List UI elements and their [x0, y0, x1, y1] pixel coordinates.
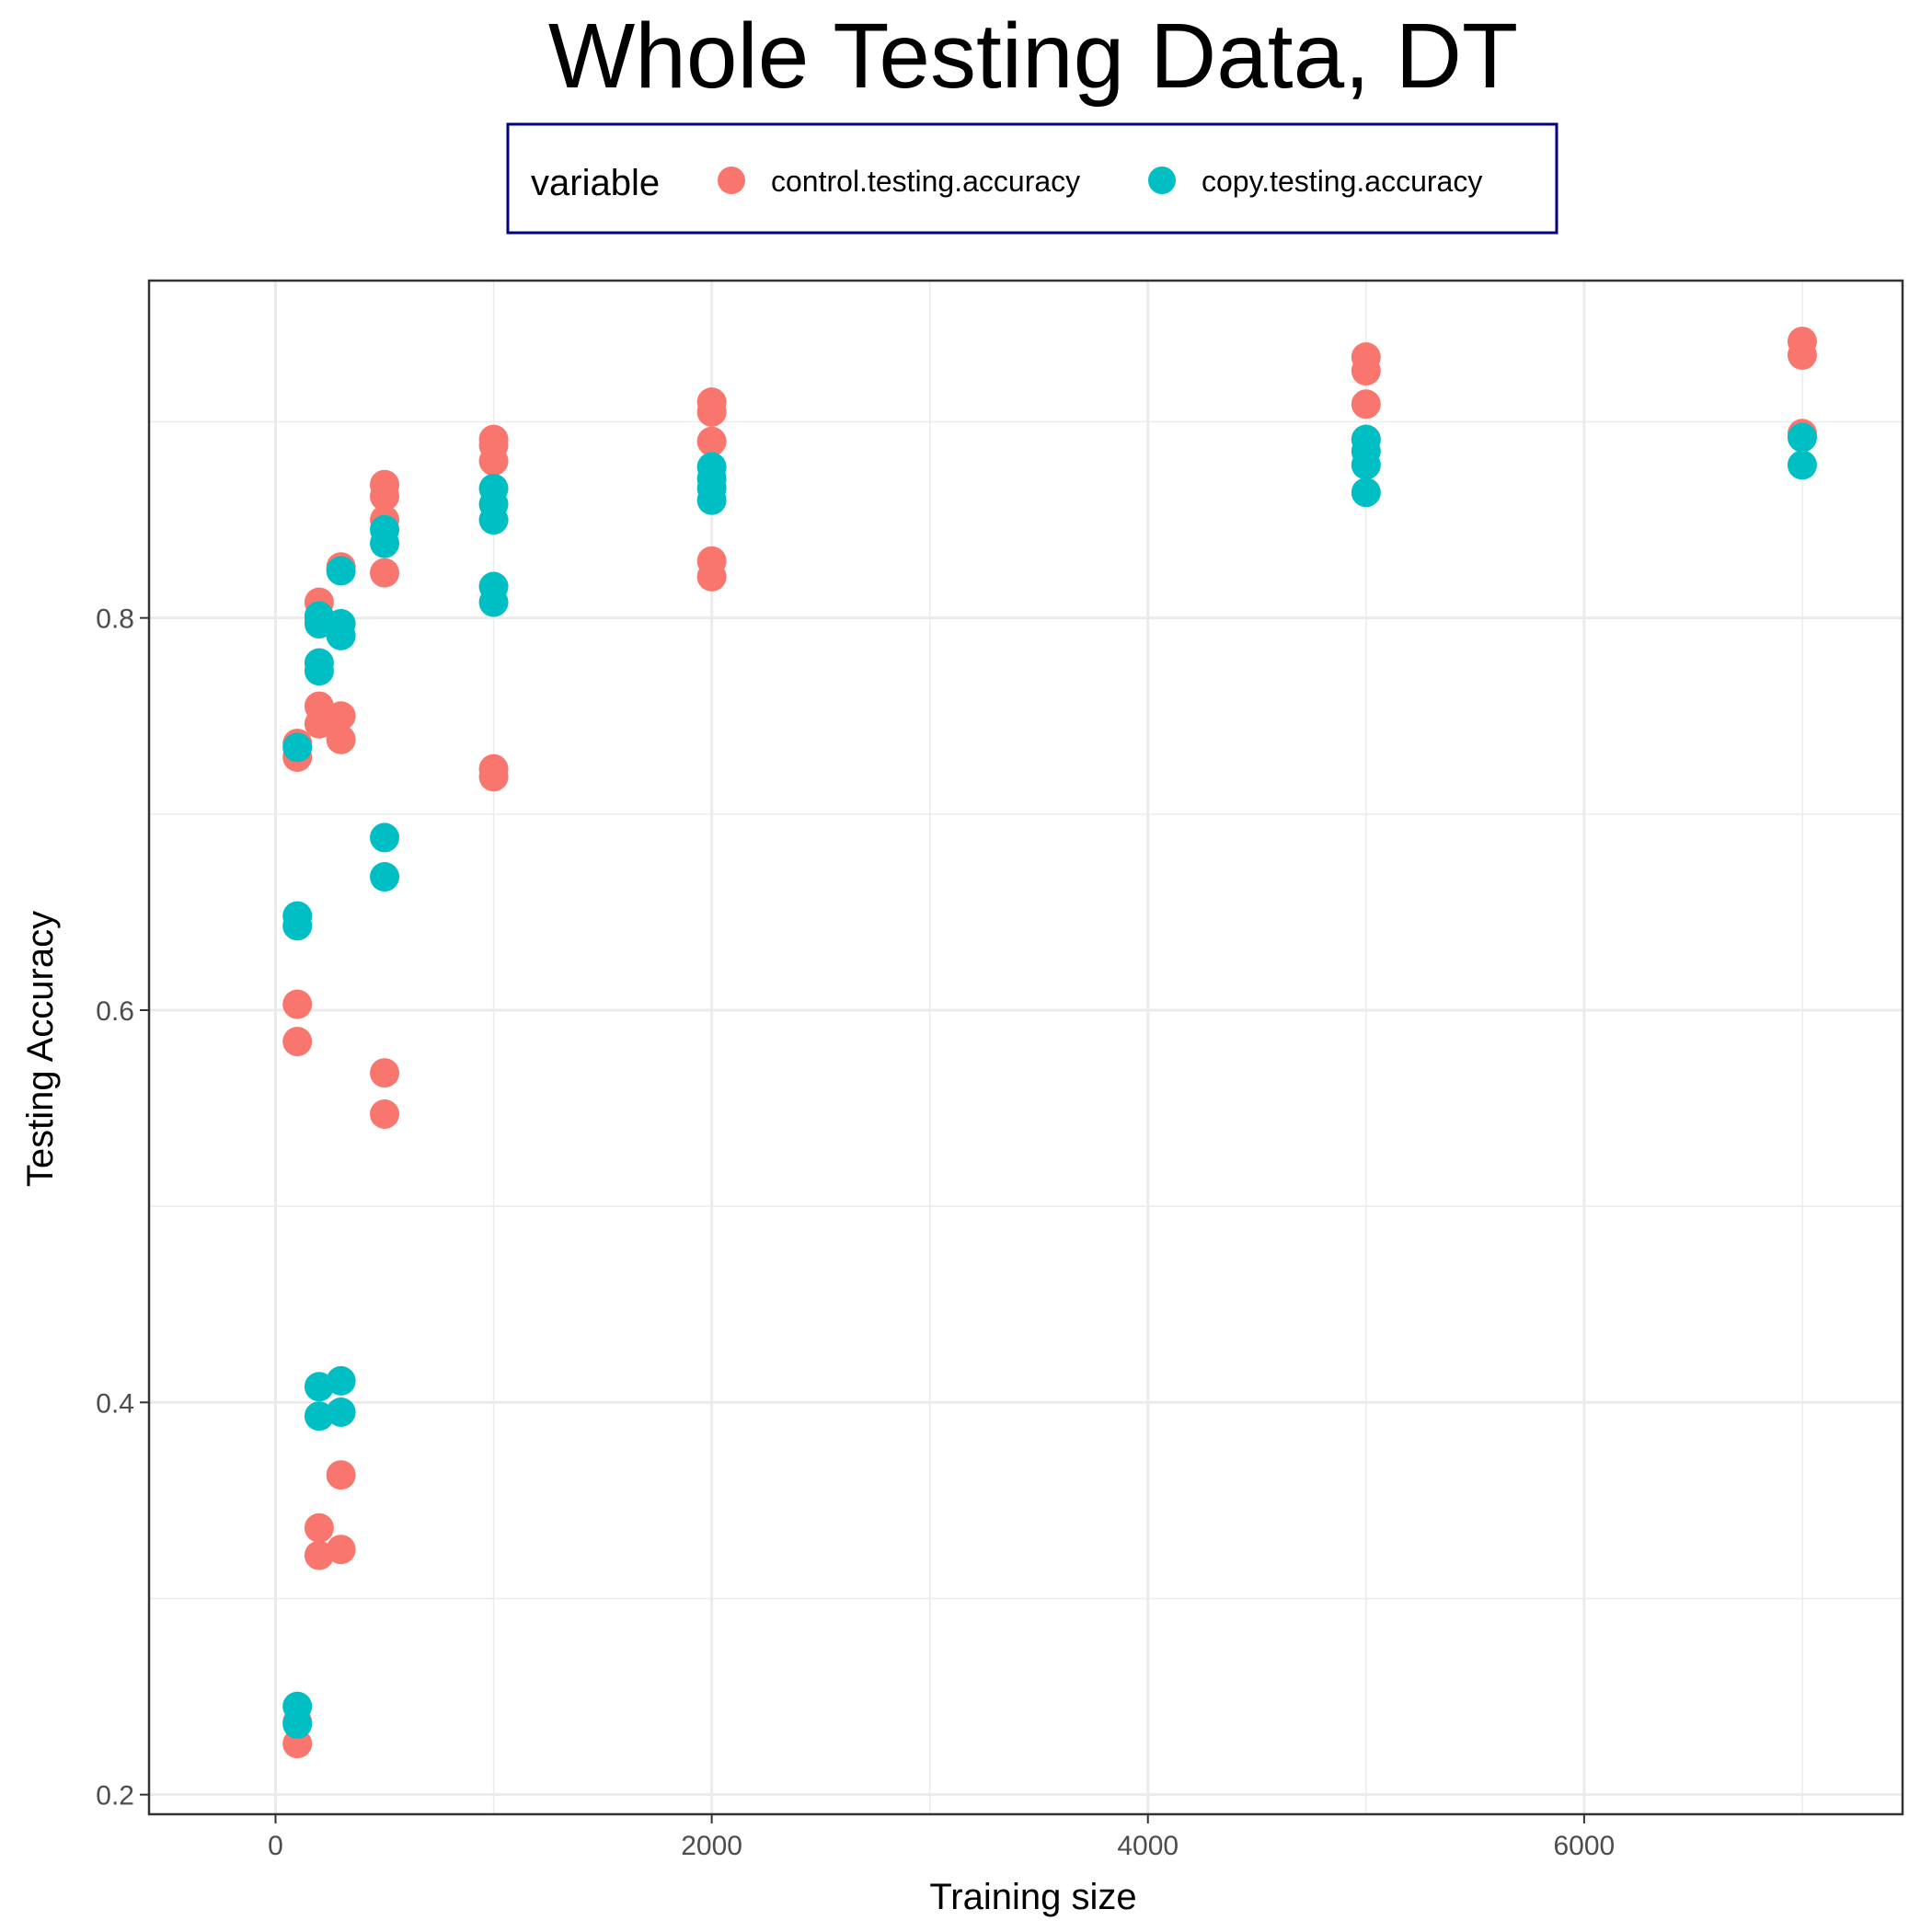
control-point	[696, 397, 727, 427]
legend-title: variable	[531, 163, 660, 203]
legend-label-copy: copy.testing.accuracy	[1202, 165, 1482, 198]
control-point	[326, 701, 356, 731]
copy-point	[326, 1365, 356, 1396]
control-point	[696, 561, 727, 592]
copy-point	[1351, 450, 1381, 480]
x-tick-label: 2000	[681, 1831, 742, 1861]
y-tick-label: 0.4	[96, 1388, 134, 1419]
x-axis-label: Training size	[929, 1877, 1136, 1917]
panel-border	[147, 279, 1904, 1816]
chart-title: Whole Testing Data, DT	[548, 5, 1518, 108]
legend-label-control: control.testing.accuracy	[771, 165, 1080, 198]
copy-point	[1351, 477, 1381, 508]
y-tick-label: 0.8	[96, 604, 134, 635]
copy-point	[370, 822, 400, 853]
x-tick-label: 0	[268, 1831, 283, 1861]
control-point	[478, 446, 509, 477]
control-point	[370, 1098, 400, 1129]
control-point	[326, 1460, 356, 1490]
legend-box	[506, 122, 1558, 235]
control-point	[478, 762, 509, 792]
control-point	[696, 426, 727, 456]
control-point	[370, 1058, 400, 1088]
copy-point	[1787, 422, 1817, 453]
copy-point	[282, 1708, 313, 1739]
y-tick-label: 0.6	[96, 996, 134, 1027]
copy-point	[326, 1397, 356, 1427]
plot-area	[147, 279, 1904, 1816]
copy-point	[304, 609, 334, 639]
control-point	[282, 1027, 313, 1057]
copy-point	[326, 556, 356, 586]
control-point	[1351, 389, 1381, 420]
copy-point	[282, 732, 313, 763]
control-point	[1351, 356, 1381, 386]
legend-key-control	[718, 167, 745, 194]
x-tick-label: 4000	[1117, 1831, 1179, 1861]
copy-point	[304, 656, 334, 686]
y-axis-label: Testing Accuracy	[20, 911, 61, 1187]
control-point	[326, 724, 356, 754]
copy-point	[282, 911, 313, 941]
copy-point	[370, 528, 400, 558]
copy-point	[304, 1401, 334, 1432]
control-point	[304, 1512, 334, 1543]
control-point	[370, 558, 400, 588]
copy-point	[478, 505, 509, 535]
x-tick-label: 6000	[1554, 1831, 1616, 1861]
copy-point	[326, 620, 356, 650]
copy-point	[478, 587, 509, 617]
control-point	[1787, 340, 1817, 371]
copy-point	[1787, 450, 1817, 480]
y-tick-label: 0.2	[96, 1781, 134, 1811]
copy-point	[370, 862, 400, 892]
control-point	[370, 481, 400, 512]
legend: variable control.testing.accuracy copy.te…	[506, 122, 1558, 235]
control-point	[326, 1535, 356, 1565]
copy-point	[696, 485, 727, 515]
control-point	[282, 989, 313, 1019]
legend-key-copy	[1148, 167, 1176, 194]
